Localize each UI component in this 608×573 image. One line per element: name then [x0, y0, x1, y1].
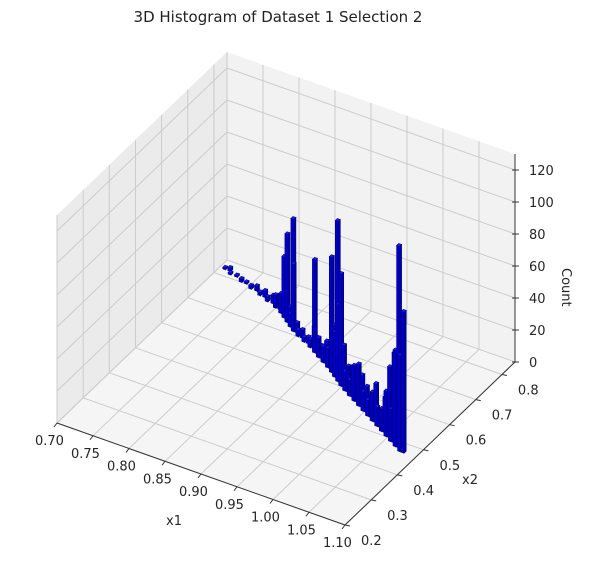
histogram-bar: [233, 272, 241, 279]
histogram-bar: [311, 256, 318, 354]
histogram-bar: [238, 275, 245, 284]
x-tick-label: 1.10: [323, 536, 352, 551]
histogram-bar: [295, 327, 302, 338]
z-tick-label: 0: [529, 356, 537, 371]
x-axis-label: x1: [166, 514, 182, 529]
chart-title: 3D Histogram of Dataset 1 Selection 2: [133, 8, 423, 26]
z-axis-label: Count: [558, 268, 573, 307]
histogram-bar: [307, 336, 314, 349]
x-tick-label: 0.75: [71, 447, 100, 462]
x-tick-label: 0.95: [215, 498, 244, 513]
axes: 0.700.750.800.850.900.951.001.051.10 0.20…: [35, 154, 554, 551]
histogram-bar: [248, 282, 255, 290]
x-tick-label: 0.85: [143, 472, 172, 487]
left-pane: [57, 52, 227, 423]
y-tick-label: 0.6: [466, 434, 487, 449]
histogram-bar: [264, 293, 271, 303]
z-tick-label: 60: [529, 260, 546, 275]
z-tick-label: 20: [529, 324, 546, 339]
x-tick-label: 1.00: [251, 511, 280, 526]
y-tick-label: 0.8: [518, 384, 539, 399]
y-axis-label: x2: [462, 473, 478, 488]
z-tick-label: 100: [529, 196, 554, 211]
y-tick-label: 0.5: [439, 459, 460, 474]
y-tick-label: 0.4: [413, 484, 434, 499]
y-axis-line: [344, 361, 516, 526]
z-tick-label: 80: [529, 228, 546, 243]
y-tick-label: 0.7: [492, 409, 513, 424]
x-tick-label: 0.70: [35, 434, 64, 449]
grid-lines: [56, 52, 516, 526]
x-tick-label: 0.80: [107, 460, 136, 475]
y-tick-label: 0.3: [387, 509, 408, 524]
x-tick-label: 1.05: [287, 523, 316, 538]
histogram-bar: [222, 264, 229, 271]
histogram-bars: [222, 216, 407, 454]
x-tick-label: 0.90: [179, 485, 208, 500]
z-tick-label: 120: [529, 164, 554, 179]
z-tick-label: 40: [529, 292, 546, 307]
histogram-bar: [227, 270, 234, 276]
histogram-bar: [243, 279, 250, 285]
histogram-bar: [257, 289, 264, 297]
histogram-bar: [400, 309, 407, 454]
histogram-bar: [253, 283, 261, 293]
histogram-bar: [290, 261, 297, 333]
y-tick-label: 0.2: [361, 534, 382, 549]
